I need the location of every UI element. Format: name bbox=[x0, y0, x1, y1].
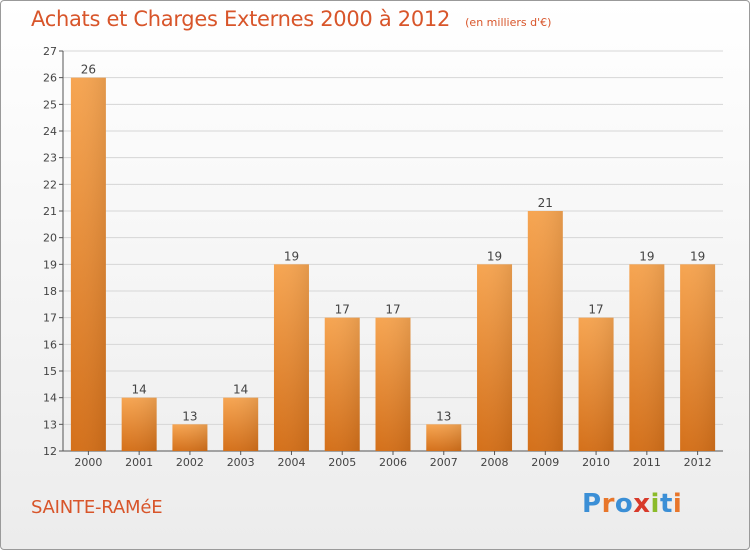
y-tick-label: 25 bbox=[43, 98, 57, 111]
y-tick-label: 17 bbox=[43, 312, 57, 325]
y-tick-label: 24 bbox=[43, 125, 57, 138]
y-tick-label: 27 bbox=[43, 45, 57, 58]
bar-shade bbox=[426, 424, 462, 451]
bar-value-label: 19 bbox=[487, 249, 502, 263]
y-tick-label: 26 bbox=[43, 72, 57, 85]
y-tick-label: 20 bbox=[43, 232, 57, 245]
bar-value-label: 19 bbox=[690, 249, 705, 263]
bar-shade bbox=[375, 317, 411, 451]
bar-shade bbox=[527, 211, 563, 451]
bar-shade bbox=[578, 317, 614, 451]
bar-shade bbox=[273, 264, 309, 451]
bar-value-label: 17 bbox=[385, 303, 400, 317]
y-tick-label: 18 bbox=[43, 285, 57, 298]
bar-shade bbox=[121, 397, 157, 451]
bar-shade bbox=[70, 77, 106, 452]
bar-layer bbox=[70, 77, 716, 452]
bar-shade bbox=[477, 264, 513, 451]
bar-shade bbox=[172, 424, 208, 451]
x-tick-label: 2005 bbox=[328, 456, 356, 469]
x-tick-label: 2004 bbox=[277, 456, 305, 469]
brand-letter: x bbox=[633, 489, 651, 519]
chart-subtitle: (en milliers d'€) bbox=[465, 16, 552, 29]
bar-value-label: 13 bbox=[436, 409, 451, 423]
y-tick-label: 16 bbox=[43, 338, 57, 351]
bar-value-label: 13 bbox=[182, 409, 197, 423]
x-tick-label: 2010 bbox=[582, 456, 610, 469]
x-tick-label: 2006 bbox=[379, 456, 407, 469]
x-tick-label: 2000 bbox=[74, 456, 102, 469]
bar-shade bbox=[223, 397, 259, 451]
proxiti-logo[interactable]: Proxiti bbox=[582, 489, 682, 519]
bar-shade bbox=[324, 317, 360, 451]
x-tick-label: 2003 bbox=[227, 456, 255, 469]
y-tick-label: 19 bbox=[43, 258, 57, 271]
bar-shade bbox=[680, 264, 716, 451]
bar-value-label: 17 bbox=[335, 303, 350, 317]
x-tick-label: 2012 bbox=[684, 456, 712, 469]
brand-letter: t bbox=[659, 489, 673, 519]
y-tick-label: 21 bbox=[43, 205, 57, 218]
brand-letter: r bbox=[601, 489, 615, 519]
commune-name: SAINTE-RAMéE bbox=[31, 497, 163, 518]
x-tick-label: 2008 bbox=[481, 456, 509, 469]
brand-letter: o bbox=[614, 489, 634, 519]
brand-letter: i bbox=[650, 489, 660, 519]
bar-value-label: 14 bbox=[132, 383, 147, 397]
brand-letter: i bbox=[672, 489, 683, 519]
chart-title-row: Achats et Charges Externes 2000 à 2012 (… bbox=[31, 7, 551, 31]
brand-letter: P bbox=[582, 489, 602, 519]
bar-value-label: 26 bbox=[81, 63, 96, 77]
chart-title: Achats et Charges Externes 2000 à 2012 bbox=[31, 7, 451, 31]
y-tick-label: 23 bbox=[43, 152, 57, 165]
y-tick-label: 22 bbox=[43, 178, 57, 191]
y-tick-label: 13 bbox=[43, 418, 57, 431]
x-tick-label: 2001 bbox=[125, 456, 153, 469]
y-tick-label: 15 bbox=[43, 365, 57, 378]
x-tick-label: 2009 bbox=[531, 456, 559, 469]
bar-value-label: 19 bbox=[639, 249, 654, 263]
bar-shade bbox=[629, 264, 665, 451]
bar-value-label: 21 bbox=[538, 196, 553, 210]
bar-value-label: 19 bbox=[284, 249, 299, 263]
bar-value-label: 17 bbox=[588, 303, 603, 317]
y-tick-label: 14 bbox=[43, 392, 57, 405]
label-layer: 26 2000 14 2001 13 2002 14 2003 19 2004 17 2005 17 20… bbox=[74, 63, 711, 469]
bar-value-label: 14 bbox=[233, 383, 248, 397]
x-tick-label: 2011 bbox=[633, 456, 661, 469]
x-tick-label: 2007 bbox=[430, 456, 458, 469]
y-tick-label: 12 bbox=[43, 445, 57, 458]
x-tick-label: 2002 bbox=[176, 456, 204, 469]
